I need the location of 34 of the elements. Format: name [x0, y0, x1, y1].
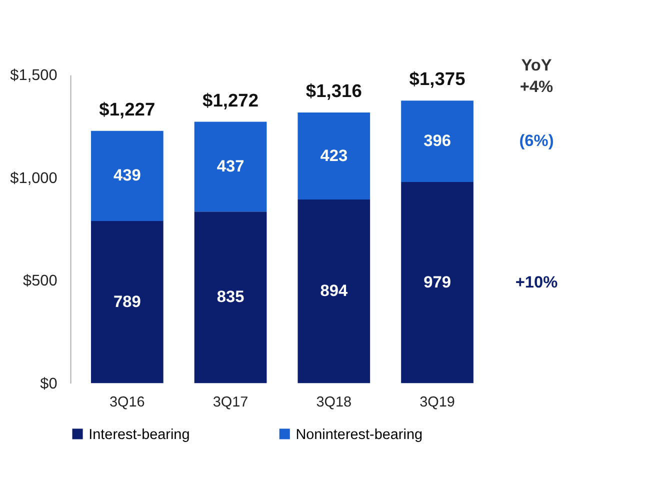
y-tick-label: $1,500 — [10, 67, 58, 84]
bar — [90, 221, 164, 384]
data-label: 423 — [320, 146, 348, 165]
x-tick-label: 3Q18 — [316, 394, 352, 411]
data-label: 979 — [424, 273, 451, 292]
y-tick-label: $0 — [40, 375, 58, 392]
y-tick-label: $500 — [23, 272, 58, 290]
bar — [194, 212, 267, 384]
x-tick-label: 3Q19 — [420, 394, 455, 411]
data-label: 396 — [424, 132, 451, 150]
y-tick-label: $1,000 — [10, 170, 58, 187]
data-label: 437 — [216, 157, 244, 176]
bar — [298, 112, 370, 200]
legend-label: Interest-bearing — [88, 426, 190, 443]
total-label: $1,375 — [409, 68, 466, 90]
x-tick-label: 3Q16 — [110, 394, 145, 411]
data-label: 894 — [320, 282, 348, 300]
total-label: $1,227 — [99, 98, 156, 120]
bar — [90, 130, 164, 222]
bar — [298, 199, 370, 384]
bar — [401, 100, 474, 182]
data-label: 789 — [114, 292, 141, 311]
total-label: $1,316 — [306, 80, 362, 102]
x-tick-label: 3Q17 — [212, 394, 248, 411]
data-label: 439 — [114, 166, 141, 185]
text: +4% — [520, 78, 554, 96]
data-label: 835 — [216, 288, 244, 306]
bar — [194, 122, 267, 212]
text: +10% — [515, 273, 558, 292]
bar — [401, 182, 474, 384]
total-label: $1,272 — [202, 89, 259, 110]
text: YoY — [521, 56, 552, 74]
text: (6%) — [519, 132, 554, 150]
legend-label: Noninterest-bearing — [296, 426, 423, 443]
